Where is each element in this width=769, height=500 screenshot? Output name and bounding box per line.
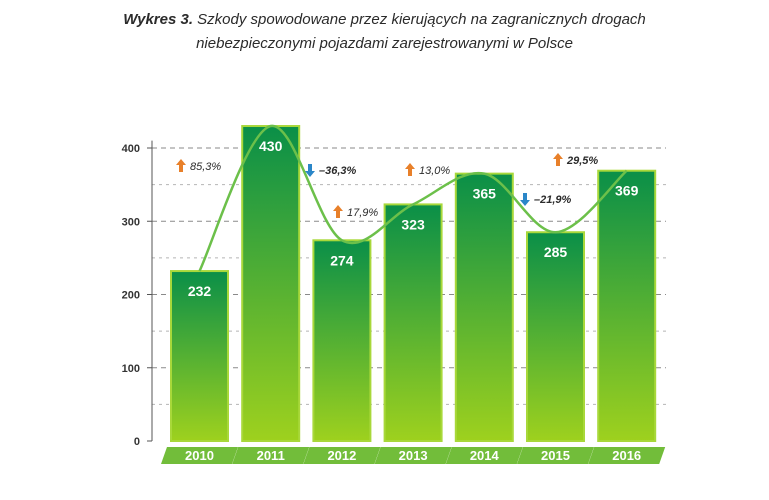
chart-title-line-1: Wykres 3. Szkody spowodowane przez kieru… — [0, 8, 769, 32]
change-annotation: 85,3% — [176, 159, 221, 173]
x-tick-label: 2016 — [612, 448, 641, 463]
y-tick-label: 0 — [134, 436, 140, 448]
change-label: 17,9% — [347, 207, 378, 219]
x-tick-label: 2010 — [185, 448, 214, 463]
change-label: 29,5% — [566, 155, 598, 167]
change-label: –36,3% — [319, 165, 357, 177]
y-tick-label: 200 — [122, 290, 140, 302]
year-band-segment — [161, 447, 238, 464]
data-label: 285 — [544, 244, 568, 260]
bar — [526, 231, 585, 442]
chart-title-prefix: Wykres 3. — [123, 11, 193, 28]
year-band-segment — [232, 447, 310, 464]
bar — [454, 172, 514, 442]
chart-title: Wykres 3. Szkody spowodowane przez kieru… — [0, 8, 769, 56]
y-tick-label: 300 — [122, 216, 140, 228]
x-tick-label: 2012 — [327, 448, 356, 463]
bar — [383, 203, 443, 442]
x-tick-label: 2011 — [257, 448, 285, 463]
data-label: 369 — [615, 183, 639, 199]
data-label: 365 — [473, 186, 497, 202]
chart-title-text-1: Szkody spowodowane przez kierujących na … — [197, 11, 646, 28]
change-label: 85,3% — [190, 161, 221, 173]
bar — [241, 125, 301, 443]
arrow-down-icon — [520, 193, 530, 206]
year-band-segment — [445, 447, 523, 464]
year-band-segment — [517, 447, 594, 464]
x-tick-label: 2013 — [399, 448, 428, 463]
data-label: 274 — [330, 252, 354, 268]
trend-line — [198, 124, 628, 272]
bar — [312, 239, 372, 442]
bar — [170, 270, 229, 442]
arrow-up-icon — [176, 159, 186, 172]
change-annotation: –21,9% — [520, 193, 572, 206]
change-annotation: 17,9% — [333, 205, 378, 219]
data-label: 323 — [401, 216, 425, 232]
chart-title-line-2: niebezpieczonymi pojazdami zarejestrowan… — [196, 35, 573, 52]
x-tick-label: 2014 — [470, 448, 500, 463]
y-tick-label: 400 — [122, 143, 140, 155]
year-band-segment — [303, 447, 381, 464]
year-band-segment — [588, 447, 666, 464]
arrow-down-icon — [305, 164, 315, 177]
year-band-segment — [374, 447, 452, 464]
data-label: 430 — [259, 138, 283, 154]
arrow-up-icon — [405, 163, 415, 176]
arrow-up-icon — [553, 153, 563, 166]
arrow-up-icon — [333, 205, 343, 218]
bar — [597, 169, 657, 443]
change-annotation: 13,0% — [405, 163, 450, 177]
change-label: 13,0% — [419, 165, 450, 177]
data-label: 232 — [188, 283, 212, 299]
y-tick-label: 100 — [122, 363, 140, 375]
change-annotation: –36,3% — [305, 164, 357, 177]
change-annotation: 29,5% — [553, 153, 598, 167]
change-label: –21,9% — [534, 194, 572, 206]
x-tick-label: 2015 — [541, 448, 570, 463]
